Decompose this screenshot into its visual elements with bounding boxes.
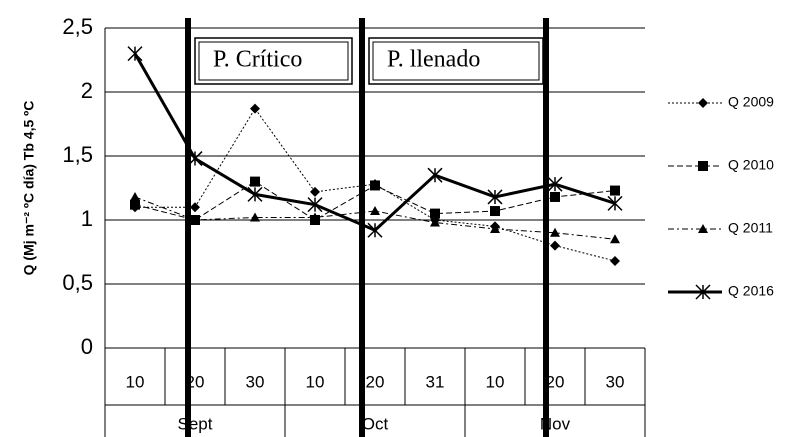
y-tick-label: 1 bbox=[81, 206, 93, 231]
data-point bbox=[607, 195, 623, 211]
x-tick-label: 20 bbox=[366, 372, 385, 391]
annotation: P. llenado bbox=[387, 47, 480, 73]
data-point bbox=[610, 255, 620, 266]
data-point bbox=[490, 223, 500, 233]
y-tick-label: 2 bbox=[81, 78, 93, 103]
annotation-box bbox=[368, 37, 544, 85]
x-tick-label: 10 bbox=[306, 372, 325, 391]
data-point bbox=[130, 199, 140, 210]
data-point bbox=[190, 202, 200, 213]
data-point bbox=[247, 186, 263, 202]
legend-marker bbox=[698, 161, 708, 171]
data-point bbox=[250, 176, 260, 187]
annotation-box-inner bbox=[372, 41, 540, 81]
legend-marker bbox=[695, 284, 711, 300]
y-tick-label: 1,5 bbox=[62, 142, 93, 167]
data-point bbox=[310, 212, 320, 222]
y-tick-label: 0,5 bbox=[62, 270, 93, 295]
group-label: Sept bbox=[178, 414, 213, 433]
data-point bbox=[250, 103, 260, 114]
x-tick-label: 31 bbox=[426, 372, 445, 391]
data-point bbox=[187, 151, 203, 167]
annotation: P. Crítico bbox=[213, 47, 302, 73]
legend-label: Q 2011 bbox=[728, 220, 773, 236]
y-axis-label: Q (Mj m⁻² ºC día) Tb 4,5 ºC bbox=[21, 101, 37, 276]
y-tick-label: 0 bbox=[81, 334, 93, 359]
data-point bbox=[370, 180, 380, 191]
annotation-box bbox=[194, 37, 353, 85]
annotation-box-inner bbox=[198, 41, 349, 81]
data-point bbox=[367, 222, 383, 238]
x-tick-label: 10 bbox=[486, 372, 505, 391]
data-point bbox=[427, 167, 443, 183]
x-tick-label: 30 bbox=[246, 372, 265, 391]
data-point bbox=[310, 186, 320, 197]
data-point bbox=[250, 212, 260, 222]
x-tick-label: 20 bbox=[546, 372, 565, 391]
data-point bbox=[550, 191, 560, 202]
legend-label: Q 2016 bbox=[728, 283, 774, 299]
legend-marker bbox=[698, 224, 708, 233]
data-point bbox=[430, 217, 440, 227]
data-point bbox=[610, 185, 620, 196]
x-tick-label: 10 bbox=[126, 372, 145, 391]
legend-label: Q 2010 bbox=[728, 157, 774, 173]
data-point bbox=[130, 191, 140, 201]
data-point bbox=[550, 227, 560, 237]
x-tick-label: 30 bbox=[606, 372, 625, 391]
data-point bbox=[370, 206, 380, 216]
data-point bbox=[490, 206, 500, 217]
data-point bbox=[487, 189, 503, 205]
data-point bbox=[127, 46, 143, 62]
data-point bbox=[610, 234, 620, 244]
series-line bbox=[134, 196, 616, 240]
data-point bbox=[190, 215, 200, 224]
legend-label: Q 2009 bbox=[728, 94, 774, 110]
data-point bbox=[307, 197, 323, 213]
data-point bbox=[430, 208, 440, 219]
legend-marker bbox=[698, 98, 708, 108]
data-point bbox=[547, 176, 563, 192]
group-label: Oct bbox=[362, 414, 389, 433]
y-tick-label: 2,5 bbox=[62, 14, 93, 39]
data-point bbox=[550, 240, 560, 251]
